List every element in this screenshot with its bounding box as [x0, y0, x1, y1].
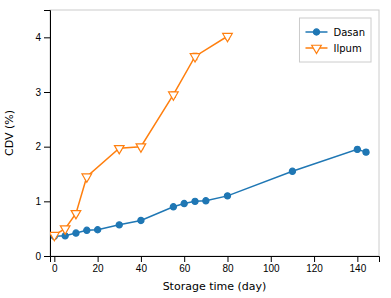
point — [60, 226, 70, 234]
plot-frame — [50, 10, 379, 256]
plot: 0 20 40 60 80 100 120 140 0 1 2 3 4 Dasan Ilpum — [35, 10, 379, 274]
point — [116, 222, 122, 228]
tick: 3 — [35, 87, 50, 98]
tick: 120 — [306, 256, 323, 274]
point — [71, 211, 81, 219]
error-bar — [364, 150, 369, 154]
tick: 2 — [35, 141, 50, 152]
point — [354, 146, 360, 152]
point — [192, 198, 198, 204]
point — [289, 168, 295, 174]
tick-mark — [44, 201, 50, 202]
chart: 0 20 40 60 80 100 120 140 0 1 2 3 4 Dasan Ilpum Storage… — [0, 0, 391, 298]
tick-label: 0 — [52, 263, 58, 274]
tick-mark — [314, 256, 315, 262]
tick-label: 2 — [35, 141, 41, 152]
point — [190, 54, 200, 62]
legend-label: Ilpum — [333, 43, 361, 54]
tick-mark — [357, 256, 358, 262]
error-bar — [355, 147, 360, 151]
point — [82, 174, 92, 182]
tick-label: 60 — [179, 263, 191, 274]
point — [50, 232, 59, 240]
point — [363, 149, 369, 155]
tick: 140 — [350, 256, 367, 274]
tick-label: 120 — [306, 263, 323, 274]
point — [138, 217, 144, 223]
point — [224, 193, 230, 199]
tick: 80 — [222, 256, 234, 274]
tick: 4 — [35, 32, 50, 43]
point — [169, 92, 179, 100]
tick-mark — [184, 256, 185, 262]
point — [95, 227, 101, 233]
tick-mark — [98, 256, 99, 262]
tick-mark — [271, 256, 272, 262]
legend: Dasan Ilpum — [299, 18, 371, 62]
tick-mark — [44, 256, 50, 257]
series — [50, 33, 232, 240]
series — [51, 146, 369, 239]
tick-label: 0 — [35, 251, 41, 262]
x-axis-title: Storage time (day) — [163, 280, 267, 293]
tick-label: 3 — [35, 87, 41, 98]
tick-label: 20 — [93, 263, 105, 274]
point — [136, 144, 146, 152]
tick: 0 — [35, 251, 50, 262]
tick-mark — [44, 147, 50, 148]
tick-mark — [44, 37, 50, 38]
point — [84, 227, 90, 233]
tick: 60 — [179, 256, 191, 274]
tick: 1 — [35, 196, 50, 207]
tick: 40 — [136, 256, 148, 274]
legend-label: Dasan — [333, 27, 365, 38]
tick: 20 — [93, 256, 105, 274]
tick-mark — [141, 256, 142, 262]
x-axis: 0 20 40 60 80 100 120 140 — [51, 256, 380, 274]
point — [170, 204, 176, 210]
tick-mark — [44, 92, 50, 93]
point — [181, 200, 187, 206]
y-axis-title: CDV (%) — [3, 110, 16, 156]
point — [114, 146, 124, 154]
tick-mark — [227, 256, 228, 262]
tick-mark — [54, 256, 55, 262]
tick: 100 — [263, 256, 280, 274]
legend-frame — [299, 18, 371, 62]
axis-line — [51, 257, 380, 263]
tick-label: 1 — [35, 196, 41, 207]
point — [203, 198, 209, 204]
point — [223, 33, 233, 41]
tick-label: 40 — [136, 263, 148, 274]
tick-label: 140 — [350, 263, 367, 274]
point — [73, 230, 79, 236]
legend-marker — [312, 45, 322, 53]
line — [54, 149, 366, 236]
y-axis: 0 1 2 3 4 — [35, 11, 50, 262]
axis-line — [44, 11, 51, 257]
tick-label: 80 — [222, 263, 234, 274]
tick-label: 4 — [35, 32, 41, 43]
marks — [50, 33, 369, 240]
tick: 0 — [52, 256, 58, 274]
legend-marker — [313, 29, 319, 35]
line — [54, 36, 227, 235]
tick-label: 100 — [263, 263, 280, 274]
